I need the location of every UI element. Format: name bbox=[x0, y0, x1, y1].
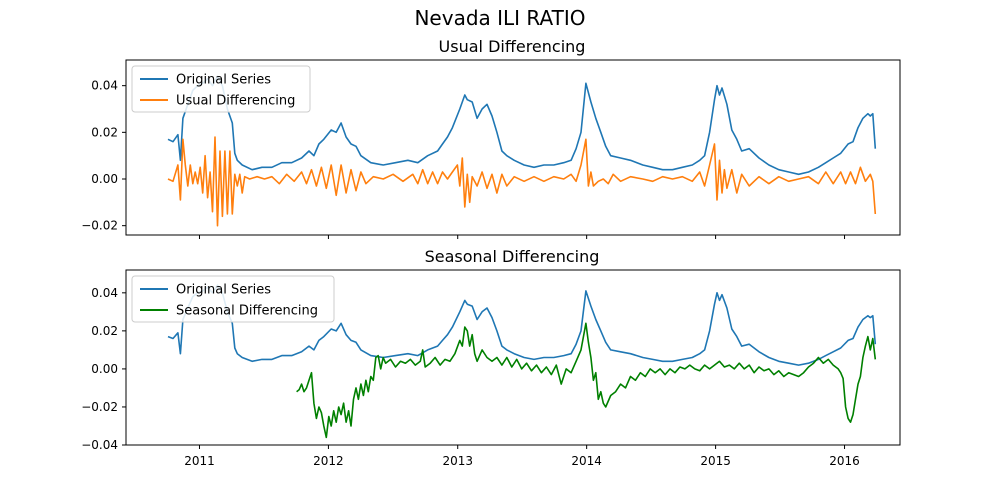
x-tick-label: 2014 bbox=[571, 454, 602, 468]
y-tick-label: −0.02 bbox=[81, 219, 118, 233]
y-tick-label: −0.02 bbox=[81, 400, 118, 414]
x-tick-label: 2013 bbox=[442, 454, 473, 468]
series-line-original-series bbox=[167, 284, 877, 366]
series-line-usual-differencing bbox=[167, 136, 877, 227]
panel-title: Usual Differencing bbox=[439, 37, 586, 56]
legend-label: Original Series bbox=[176, 73, 271, 88]
y-tick-label: 0.00 bbox=[91, 172, 118, 186]
series-line-original-series bbox=[167, 75, 877, 176]
axes-frame bbox=[125, 59, 901, 236]
legend-label: Usual Differencing bbox=[176, 94, 295, 109]
y-tick-label: 0.02 bbox=[91, 125, 118, 139]
usual-differencing-panel: Usual Differencing −0.02 0.00 0.02 0.04 Orig… bbox=[81, 37, 901, 239]
legend-label: Seasonal Differencing bbox=[176, 304, 318, 319]
legend-label: Original Series bbox=[176, 283, 271, 298]
y-tick-label: 0.00 bbox=[91, 362, 118, 376]
series-line-seasonal-differencing bbox=[296, 322, 877, 439]
seasonal-differencing-panel: Seasonal Differencing −0.04 −0.02 0.00 0.02… bbox=[81, 247, 901, 468]
plot-area: −0.04 −0.02 0.00 0.02 0.04 2011 2012 2013 2014 20… bbox=[81, 269, 901, 468]
x-tick-label: 2011 bbox=[184, 454, 215, 468]
y-tick-label: 0.04 bbox=[91, 79, 118, 93]
y-tick-label: −0.04 bbox=[81, 438, 118, 452]
plot-area: −0.02 0.00 0.02 0.04 Original Series Usual Di… bbox=[81, 59, 901, 239]
y-tick-label: 0.04 bbox=[91, 286, 118, 300]
x-tick-label: 2015 bbox=[700, 454, 731, 468]
legend: Original Series Usual Differencing bbox=[131, 65, 311, 113]
y-tick-label: 0.02 bbox=[91, 324, 118, 338]
panel-title: Seasonal Differencing bbox=[425, 247, 600, 266]
axes-frame bbox=[125, 269, 901, 446]
legend: Original Series Seasonal Differencing bbox=[131, 275, 335, 323]
x-tick-label: 2016 bbox=[829, 454, 860, 468]
x-tick-label: 2012 bbox=[313, 454, 344, 468]
figure-title: Nevada ILI RATIO bbox=[414, 6, 586, 30]
